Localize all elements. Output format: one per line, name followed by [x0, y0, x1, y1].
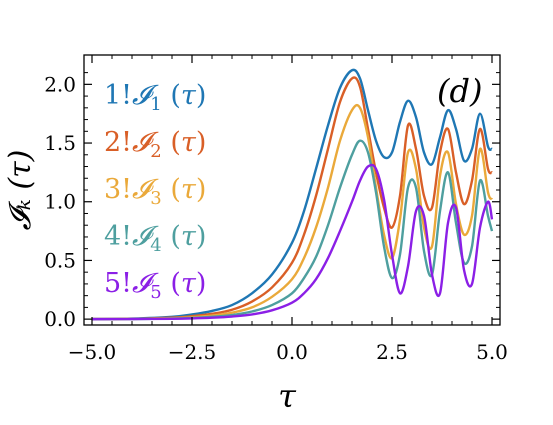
series-layer [91, 68, 494, 321]
x-tick-label: 0.0 [276, 340, 308, 364]
y-tick-label: 0.0 [44, 307, 76, 331]
x-axis-label: τ [278, 377, 297, 415]
series-line-1 [91, 68, 493, 321]
y-tick-label: 1.5 [44, 131, 76, 155]
x-tick-label: 5.0 [476, 340, 508, 364]
legend-item-1: 1!𝓘1 (τ) [104, 80, 206, 115]
y-tick-label: 2.0 [44, 72, 76, 96]
panel-label: (d) [437, 72, 482, 110]
series-line-2 [91, 76, 493, 321]
legend-item-5: 5!𝓘5 (τ) [104, 268, 206, 303]
series-line-4 [91, 139, 494, 321]
x-tick-label: −5.0 [68, 340, 117, 364]
axes-layer: −5.0 −2.5 0.0 2.5 5.0 0.0 0.5 1.0 1.5 2.0 𝓘ₖ (τ) [3, 54, 508, 364]
series-line-3 [91, 103, 494, 321]
x-tick-label: 2.5 [376, 340, 408, 364]
y-tick-label: 1.0 [44, 190, 76, 214]
legend-item-3: 3!𝓘3 (τ) [104, 174, 206, 209]
legend: 1!𝓘1 (τ) 2!𝓘2 (τ) 3!𝓘3 (τ) 4!𝓘4 (τ) 5!𝓘5 (τ) [104, 80, 206, 303]
y-axis-label: 𝓘ₖ (τ) [3, 150, 38, 231]
series-line-5 [91, 163, 494, 321]
x-tick-label: −2.5 [168, 340, 217, 364]
legend-item-2: 2!𝓘2 (τ) [104, 127, 206, 162]
legend-item-4: 4!𝓘4 (τ) [104, 221, 206, 256]
y-tick-label: 0.5 [44, 248, 76, 272]
